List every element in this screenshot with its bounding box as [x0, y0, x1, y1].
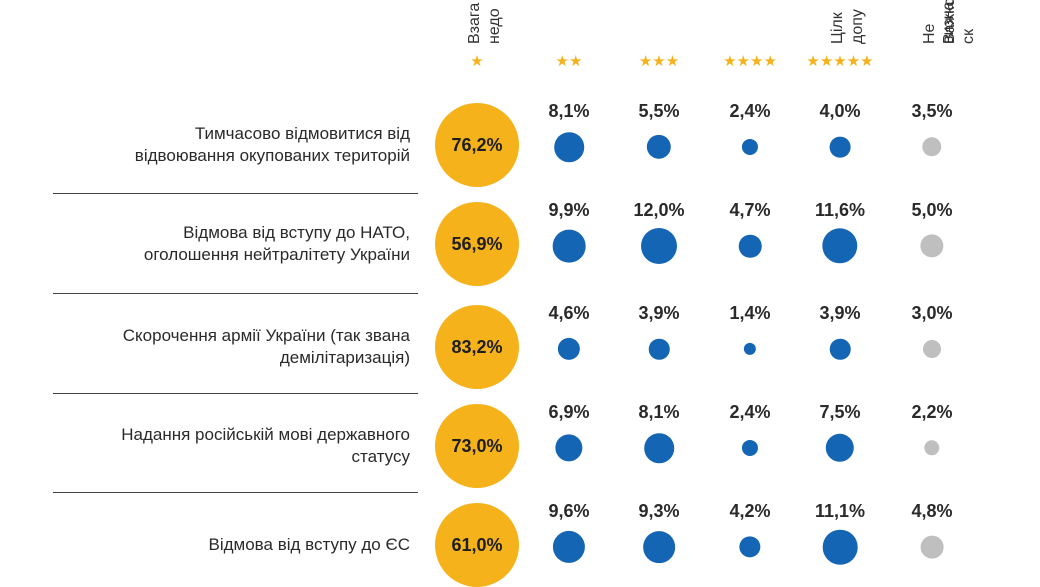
value-dot	[641, 228, 677, 264]
value-label: 12,0%	[633, 200, 685, 220]
value-dot	[557, 337, 581, 361]
value-dot	[555, 434, 583, 462]
value-label: 9,9%	[548, 200, 590, 220]
value-dot	[924, 440, 940, 456]
row-label-line: Відмова від вступу до ЄС	[208, 535, 411, 554]
value-dot	[648, 338, 670, 360]
row-divider	[53, 193, 418, 194]
value-label: 3,0%	[911, 303, 953, 323]
value-label: 4,7%	[729, 200, 771, 220]
value-label: 5,0%	[911, 200, 953, 220]
value-label: 8,1%	[548, 101, 590, 121]
value-label: 7,5%	[819, 402, 861, 422]
row-label-line: оголошення нейтралітету України	[143, 245, 410, 264]
row-label-line: Скорочення армії України (так звана	[122, 326, 410, 345]
column-header-text: допу	[849, 9, 866, 44]
value-label: 4,0%	[819, 101, 861, 121]
value-label: 4,2%	[729, 501, 771, 521]
column-header-text: Важко ск	[941, 0, 977, 44]
row-label: Відмова від вступу до ЄС	[50, 534, 411, 556]
row-divider	[53, 293, 418, 294]
value-dot	[822, 228, 858, 264]
value-dot	[741, 439, 759, 457]
row-divider	[53, 492, 418, 493]
row-label: Відмова від вступу до НАТО, оголошення не…	[50, 222, 410, 266]
value-dot	[552, 229, 586, 263]
value-dot	[554, 132, 584, 162]
main-value-circle: 61,0%	[435, 503, 519, 587]
rating-stars-icon: ★★	[555, 53, 583, 70]
value-label: 2,2%	[911, 402, 953, 422]
value-label: 2,4%	[729, 402, 771, 422]
row-label: Скорочення армії України (так звана деміл…	[50, 325, 410, 369]
value-dot	[920, 535, 944, 559]
value-label: 9,3%	[638, 501, 680, 521]
value-dot	[922, 137, 942, 157]
value-label: 4,6%	[548, 303, 590, 323]
value-label: 4,8%	[911, 501, 953, 521]
row-label-line: Відмова від вступу до НАТО,	[183, 223, 410, 242]
value-dot	[825, 433, 855, 463]
main-value-circle: 76,2%	[435, 103, 519, 187]
row-label-line: Надання російській мові державного	[121, 425, 410, 444]
value-label: 3,9%	[819, 303, 861, 323]
value-label: 9,6%	[548, 501, 590, 521]
row-label: Надання російській мові державного статус…	[50, 424, 410, 468]
value-dot	[739, 536, 761, 558]
value-label: 11,6%	[814, 200, 866, 220]
rating-stars-icon: ★★★★★	[806, 53, 874, 70]
value-dot	[646, 134, 672, 160]
row-label-line: Тимчасово відмовитися від	[194, 124, 410, 143]
value-label: 3,5%	[911, 101, 953, 121]
row-label-line: статусу	[351, 447, 410, 466]
value-dot	[738, 234, 762, 258]
value-dot	[644, 433, 674, 463]
value-label: 3,9%	[638, 303, 680, 323]
row-label-line: демілітаризація)	[279, 348, 410, 367]
value-label: 6,9%	[548, 402, 590, 422]
value-label: 11,1%	[814, 501, 866, 521]
column-header-text: недо	[486, 8, 503, 44]
rating-stars-icon: ★★★	[638, 53, 680, 70]
main-value-circle: 73,0%	[435, 404, 519, 488]
value-label: 8,1%	[638, 402, 680, 422]
value-dot	[552, 530, 586, 564]
value-label: 5,5%	[638, 101, 680, 121]
value-dot	[829, 338, 851, 360]
value-dot	[923, 340, 941, 358]
value-dot	[743, 342, 757, 356]
main-value-circle: 83,2%	[435, 305, 519, 389]
value-dot	[822, 529, 858, 565]
value-dot	[829, 136, 851, 158]
value-label: 1,4%	[729, 303, 771, 323]
row-divider	[53, 393, 418, 394]
value-label: 2,4%	[729, 101, 771, 121]
row-label-line: відвоювання окупованих територій	[134, 146, 410, 165]
value-dot	[643, 531, 675, 563]
row-label: Тимчасово відмовитися від відвоювання оку…	[50, 123, 410, 167]
rating-stars-icon: ★	[470, 53, 484, 70]
main-value-circle: 56,9%	[435, 202, 519, 286]
value-dot	[920, 234, 944, 258]
value-dot	[741, 138, 759, 156]
rating-stars-icon: ★★★★	[723, 53, 777, 70]
